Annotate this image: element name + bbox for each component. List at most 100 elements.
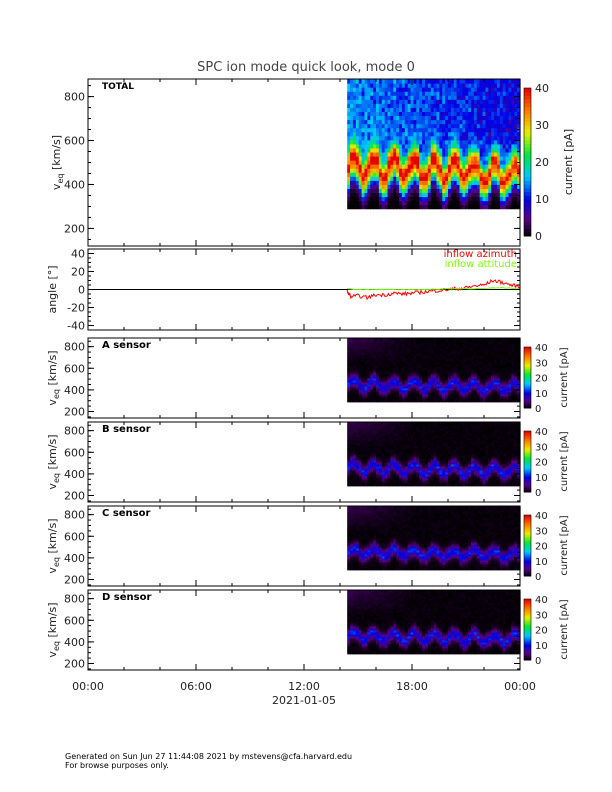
heatmap-cell bbox=[373, 135, 377, 141]
heatmap-cell bbox=[364, 139, 368, 145]
heatmap-cell bbox=[488, 176, 492, 181]
heatmap-cell bbox=[367, 188, 371, 194]
heatmap-cell bbox=[376, 204, 380, 210]
heatmap-cell bbox=[376, 397, 380, 401]
heatmap-cell bbox=[514, 139, 518, 145]
heatmap-cell bbox=[422, 192, 426, 198]
heatmap-cell bbox=[465, 176, 469, 181]
heatmap-cell bbox=[399, 371, 403, 375]
heatmap-cell bbox=[482, 164, 487, 169]
heatmap-cell bbox=[373, 139, 377, 145]
heatmap-cell bbox=[378, 369, 383, 373]
heatmap-cell bbox=[419, 184, 423, 189]
heatmap-cell bbox=[436, 155, 440, 161]
heatmap-cell bbox=[439, 127, 443, 133]
heatmap-cell bbox=[393, 99, 397, 104]
heatmap-cell bbox=[422, 107, 426, 113]
heatmap-cell bbox=[496, 127, 501, 133]
heatmap-cell bbox=[436, 115, 440, 121]
heatmap-cell bbox=[419, 87, 423, 92]
heatmap-cell bbox=[471, 107, 475, 113]
heatmap-cell bbox=[479, 172, 484, 177]
heatmap-cell bbox=[390, 355, 394, 359]
heatmap-cell bbox=[424, 91, 429, 96]
heatmap-cell bbox=[445, 399, 449, 403]
heatmap-cell bbox=[350, 180, 354, 185]
heatmap-cell bbox=[416, 184, 420, 189]
heatmap-cell bbox=[367, 87, 371, 92]
heatmap-cell bbox=[450, 131, 455, 137]
heatmap-cell bbox=[419, 147, 423, 153]
heatmap-cell bbox=[456, 103, 461, 108]
heatmap-cell bbox=[450, 107, 455, 113]
heatmap-cell bbox=[381, 393, 386, 397]
heatmap-cell bbox=[404, 379, 409, 383]
heatmap-cell bbox=[393, 204, 397, 210]
heatmap-cell bbox=[450, 115, 455, 121]
heatmap-cell bbox=[373, 87, 377, 92]
heatmap-cell bbox=[361, 192, 366, 198]
heatmap-cell bbox=[427, 395, 432, 399]
heatmap-cell bbox=[514, 184, 518, 189]
heatmap-cell bbox=[448, 200, 452, 206]
heatmap-cell bbox=[436, 357, 440, 361]
heatmap-cell bbox=[396, 87, 400, 92]
heatmap-cell bbox=[442, 164, 446, 169]
heatmap-cell bbox=[410, 99, 415, 104]
heatmap-cell bbox=[416, 349, 420, 353]
heatmap-cell bbox=[355, 143, 360, 149]
heatmap-cell bbox=[370, 338, 374, 341]
heatmap-cell bbox=[419, 139, 423, 145]
heatmap-cell bbox=[514, 155, 518, 161]
heatmap-cell bbox=[376, 91, 380, 96]
heatmap-cell bbox=[453, 172, 458, 177]
heatmap-cell bbox=[433, 365, 438, 369]
heatmap-cell bbox=[393, 168, 397, 173]
heatmap-cell bbox=[358, 349, 363, 353]
heatmap-cell bbox=[433, 95, 438, 100]
heatmap-cell bbox=[347, 196, 351, 202]
heatmap-cell bbox=[424, 377, 429, 381]
heatmap-cell bbox=[459, 103, 463, 108]
heatmap-cell bbox=[387, 103, 391, 108]
heatmap-cell bbox=[373, 200, 377, 206]
heatmap-cell bbox=[416, 357, 420, 361]
heatmap-cell bbox=[381, 143, 386, 149]
heatmap-cell bbox=[491, 143, 495, 149]
heatmap-cell bbox=[502, 119, 507, 125]
heatmap-cell bbox=[496, 196, 501, 202]
heatmap-cell bbox=[358, 176, 363, 181]
heatmap-cell bbox=[422, 196, 426, 202]
heatmap-cell bbox=[456, 359, 461, 363]
heatmap-cell bbox=[387, 399, 391, 403]
heatmap-cell bbox=[350, 204, 354, 210]
colorbar-swatch bbox=[524, 91, 531, 96]
heatmap-cell bbox=[436, 343, 440, 347]
heatmap-cell bbox=[361, 385, 366, 389]
heatmap-cell bbox=[396, 83, 400, 88]
heatmap-cell bbox=[433, 371, 438, 375]
heatmap-cell bbox=[445, 192, 449, 198]
heatmap-cell bbox=[358, 361, 363, 365]
heatmap-cell bbox=[485, 95, 489, 100]
heatmap-cell bbox=[499, 147, 504, 153]
heatmap-cell bbox=[410, 365, 415, 369]
heatmap-cell bbox=[416, 115, 420, 121]
heatmap-cell bbox=[350, 355, 354, 359]
heatmap-cell bbox=[376, 176, 380, 181]
heatmap-cell bbox=[401, 385, 406, 389]
heatmap-cell bbox=[367, 353, 371, 357]
heatmap-cell bbox=[436, 375, 440, 379]
heatmap-cell bbox=[390, 160, 394, 165]
heatmap-cell bbox=[462, 345, 466, 349]
colorbar-swatch bbox=[524, 150, 531, 156]
heatmap-cell bbox=[367, 371, 371, 375]
heatmap-cell bbox=[511, 135, 515, 141]
heatmap-cell bbox=[364, 184, 368, 189]
heatmap-cell bbox=[479, 107, 484, 113]
heatmap-cell bbox=[358, 383, 363, 387]
heatmap-cell bbox=[456, 391, 461, 395]
heatmap-cell bbox=[413, 139, 417, 145]
heatmap-cell bbox=[468, 95, 472, 100]
heatmap-cell bbox=[370, 139, 374, 145]
